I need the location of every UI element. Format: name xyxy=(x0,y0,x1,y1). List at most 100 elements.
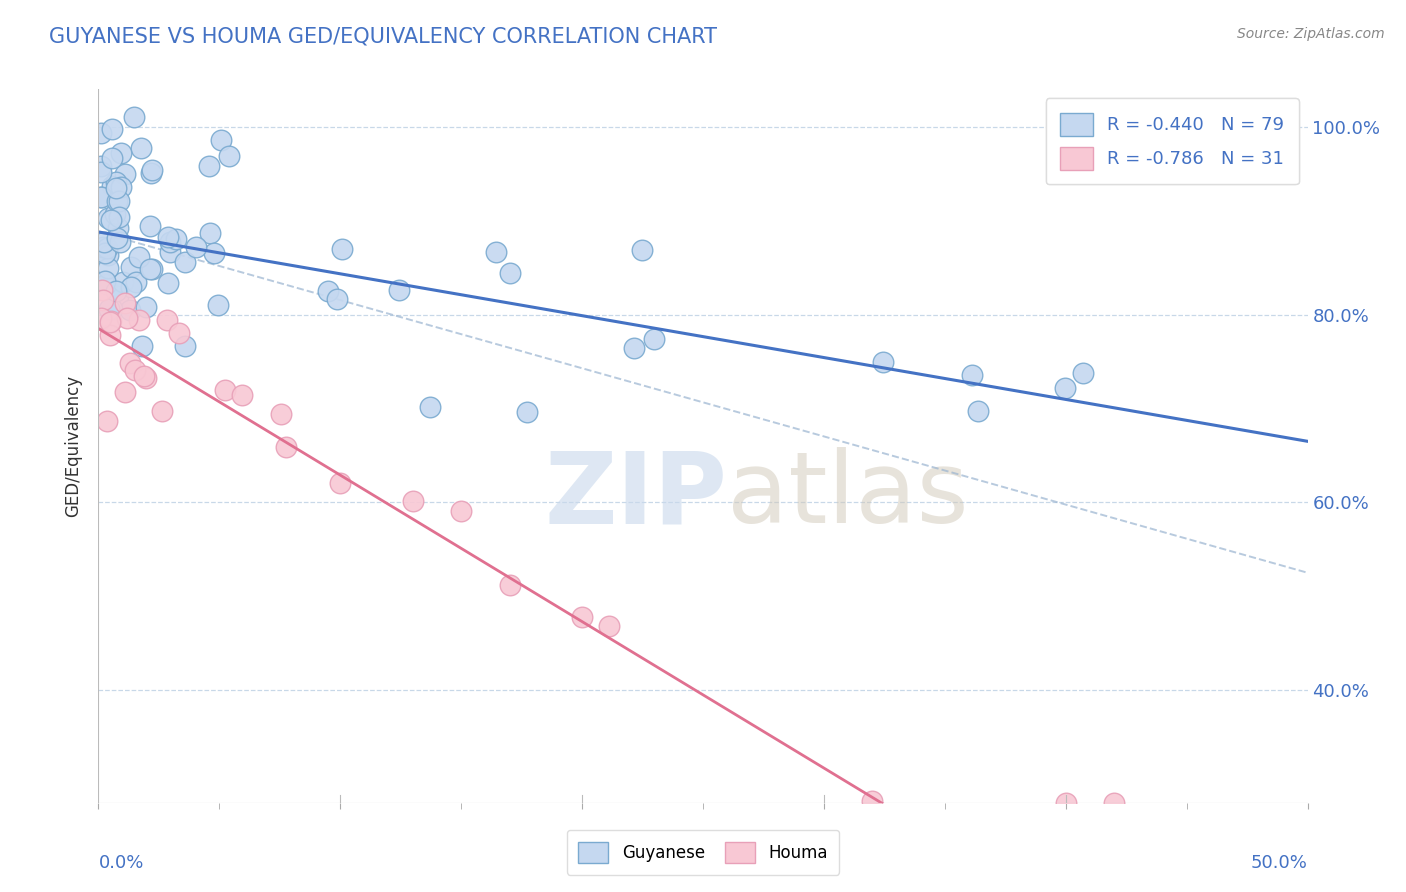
Point xyxy=(872,355,894,369)
Point xyxy=(91,284,114,298)
Point xyxy=(90,190,112,204)
Point xyxy=(141,166,163,180)
Point xyxy=(967,404,990,418)
Point xyxy=(1102,796,1125,810)
Point xyxy=(107,220,129,235)
Point xyxy=(90,126,112,140)
Point xyxy=(962,368,984,383)
Point xyxy=(139,261,162,276)
Point xyxy=(94,274,117,288)
Point xyxy=(98,315,121,329)
Point xyxy=(104,206,127,220)
Point xyxy=(135,371,157,385)
Point xyxy=(120,280,142,294)
Point xyxy=(97,261,120,276)
Point xyxy=(202,245,225,260)
Point xyxy=(105,175,128,189)
Point xyxy=(110,146,132,161)
Point xyxy=(105,194,128,209)
Point xyxy=(96,242,118,256)
Point xyxy=(156,313,179,327)
Point xyxy=(90,159,112,173)
Point xyxy=(94,245,117,260)
Legend: Guyanese, Houma: Guyanese, Houma xyxy=(567,830,839,875)
Text: 0.0%: 0.0% xyxy=(98,855,143,872)
Point xyxy=(107,289,129,303)
Point xyxy=(598,619,620,633)
Point xyxy=(174,254,197,268)
Point xyxy=(450,504,472,518)
Point xyxy=(90,310,112,325)
Text: atlas: atlas xyxy=(727,448,969,544)
Point xyxy=(174,339,197,353)
Point xyxy=(860,794,883,808)
Point xyxy=(107,194,129,208)
Point xyxy=(107,211,129,225)
Point xyxy=(101,302,124,317)
Point xyxy=(218,149,240,163)
Point xyxy=(498,266,520,280)
Point xyxy=(214,383,236,397)
Point xyxy=(105,231,128,245)
Point xyxy=(97,248,120,262)
Point xyxy=(122,111,145,125)
Point xyxy=(90,190,112,204)
Point xyxy=(139,219,162,233)
Point xyxy=(135,301,157,315)
Point xyxy=(93,235,115,250)
Point xyxy=(276,440,298,454)
Point xyxy=(134,368,156,383)
Point xyxy=(167,326,190,340)
Point xyxy=(325,292,347,306)
Point xyxy=(1054,796,1077,810)
Text: Source: ZipAtlas.com: Source: ZipAtlas.com xyxy=(1237,27,1385,41)
Point xyxy=(90,165,112,179)
Point xyxy=(643,332,665,346)
Text: ZIP: ZIP xyxy=(544,448,727,544)
Point xyxy=(115,311,138,326)
Point xyxy=(124,363,146,377)
Point xyxy=(114,384,136,399)
Y-axis label: GED/Equivalency: GED/Equivalency xyxy=(65,375,83,517)
Point xyxy=(97,211,120,226)
Point xyxy=(98,302,121,317)
Point xyxy=(159,235,181,249)
Point xyxy=(1071,366,1094,380)
Point xyxy=(316,285,339,299)
Point xyxy=(125,276,148,290)
Point xyxy=(131,339,153,353)
Point xyxy=(101,178,124,193)
Point xyxy=(94,277,117,292)
Point xyxy=(110,180,132,194)
Point xyxy=(1053,381,1076,395)
Point xyxy=(159,244,181,259)
Point xyxy=(96,414,118,428)
Point xyxy=(120,260,142,274)
Point xyxy=(330,242,353,256)
Point xyxy=(516,405,538,419)
Point xyxy=(198,226,221,240)
Point xyxy=(91,293,114,307)
Point xyxy=(402,494,425,508)
Point xyxy=(388,283,411,297)
Point xyxy=(571,610,593,624)
Point xyxy=(231,387,253,401)
Point xyxy=(104,180,127,194)
Point xyxy=(100,328,122,343)
Point xyxy=(157,276,180,290)
Point xyxy=(419,400,441,414)
Point xyxy=(114,167,136,181)
Text: 50.0%: 50.0% xyxy=(1251,855,1308,872)
Point xyxy=(129,141,152,155)
Point xyxy=(498,578,520,592)
Point xyxy=(100,314,122,328)
Text: GUYANESE VS HOUMA GED/EQUIVALENCY CORRELATION CHART: GUYANESE VS HOUMA GED/EQUIVALENCY CORREL… xyxy=(49,27,717,46)
Point xyxy=(329,475,352,490)
Point xyxy=(104,285,127,299)
Point xyxy=(91,240,114,254)
Point xyxy=(108,235,131,250)
Point xyxy=(120,356,142,370)
Point xyxy=(141,163,163,178)
Point xyxy=(118,303,141,318)
Point xyxy=(141,262,163,277)
